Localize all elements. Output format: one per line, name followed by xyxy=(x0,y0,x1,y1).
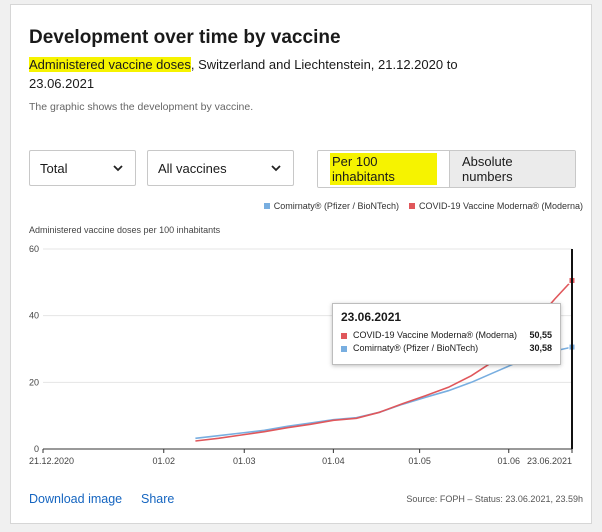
per-100-label: Per 100 inhabitants xyxy=(330,153,437,185)
absolute-numbers-label: Absolute numbers xyxy=(462,154,513,184)
page-title: Development over time by vaccine xyxy=(29,27,341,48)
y-axis-label: Administered vaccine doses per 100 inhab… xyxy=(29,225,221,235)
tooltip-row-moderna: COVID-19 Vaccine Moderna® (Moderna) 50,5… xyxy=(341,329,552,342)
y-tick-label-60: 60 xyxy=(29,244,39,254)
y-tick-label-0: 0 xyxy=(34,444,39,454)
x-tick-label-0: 21.12.2020 xyxy=(29,456,74,466)
x-tick-label-3: 01.04 xyxy=(322,456,345,466)
chart-card: Development over time by vaccine Adminis… xyxy=(10,4,592,524)
absolute-numbers-tab[interactable]: Absolute numbers xyxy=(449,151,575,187)
download-image-link[interactable]: Download image xyxy=(29,492,123,506)
tooltip-swatch-comirnaty xyxy=(341,345,347,352)
share-link[interactable]: Share xyxy=(141,492,175,506)
chart-tooltip: 23.06.2021 COVID-19 Vaccine Moderna® (Mo… xyxy=(332,303,561,365)
legend-label-moderna: COVID-19 Vaccine Moderna® (Moderna) xyxy=(418,201,583,211)
subtitle-rest: , Switzerland and Liechtenstein, 21.12.2… xyxy=(29,57,458,91)
chart-description: The graphic shows the development by vac… xyxy=(29,101,254,113)
chevron-down-icon xyxy=(113,165,123,172)
vaccine-select[interactable]: All vaccines xyxy=(147,150,294,186)
y-tick-label-20: 20 xyxy=(29,377,39,387)
x-tick-label-5: 01.06 xyxy=(497,456,520,466)
tooltip-swatch-moderna xyxy=(341,332,347,339)
chart-subtitle: Administered vaccine doses, Switzerland … xyxy=(29,55,459,93)
region-select-value: Total xyxy=(40,160,68,176)
x-tick-label-6: 23.06.2021 xyxy=(527,456,572,466)
x-tick-label-1: 01.02 xyxy=(152,456,175,466)
legend-swatch-comirnaty xyxy=(263,203,270,209)
tooltip-value-moderna: 50,55 xyxy=(529,330,552,340)
legend-item-comirnaty[interactable]: Comirnaty® (Pfizer / BioNTech) xyxy=(263,201,399,211)
tooltip-row-comirnaty: Comirnaty® (Pfizer / BioNTech) 30,58 xyxy=(341,342,552,355)
tooltip-value-comirnaty: 30,58 xyxy=(529,343,552,353)
y-tick-label-40: 40 xyxy=(29,311,39,321)
x-tick-label-4: 01.05 xyxy=(408,456,431,466)
unit-toggle: Per 100 inhabitants Absolute numbers xyxy=(317,150,576,188)
legend-label-comirnaty: Comirnaty® (Pfizer / BioNTech) xyxy=(273,201,399,211)
tooltip-date: 23.06.2021 xyxy=(341,310,402,324)
tooltip-name-moderna: COVID-19 Vaccine Moderna® (Moderna) xyxy=(353,330,518,340)
subtitle-highlight: Administered vaccine doses xyxy=(29,57,191,72)
per-100-inhabitants-tab[interactable]: Per 100 inhabitants xyxy=(318,151,449,187)
source-note: Source: FOPH – Status: 23.06.2021, 23.59… xyxy=(406,494,583,504)
chevron-down-icon xyxy=(271,165,281,172)
x-tick-label-2: 01.03 xyxy=(233,456,256,466)
line-chart: 21.12.2020 01.02 01.03 01.04 01.05 01.06 23.06… xyxy=(29,244,576,466)
region-select[interactable]: Total xyxy=(29,150,136,186)
legend-item-moderna[interactable]: COVID-19 Vaccine Moderna® (Moderna) xyxy=(408,201,583,211)
legend-swatch-moderna xyxy=(408,203,415,209)
tooltip-name-comirnaty: Comirnaty® (Pfizer / BioNTech) xyxy=(353,343,479,353)
x-axis: 21.12.2020 01.02 01.03 01.04 01.05 01.06 23.06… xyxy=(29,449,573,466)
chart-legend: Comirnaty® (Pfizer / BioNTech) COVID-19 … xyxy=(263,201,583,211)
vaccine-select-value: All vaccines xyxy=(158,160,227,176)
y-axis: 0 20 40 60 xyxy=(29,244,39,454)
